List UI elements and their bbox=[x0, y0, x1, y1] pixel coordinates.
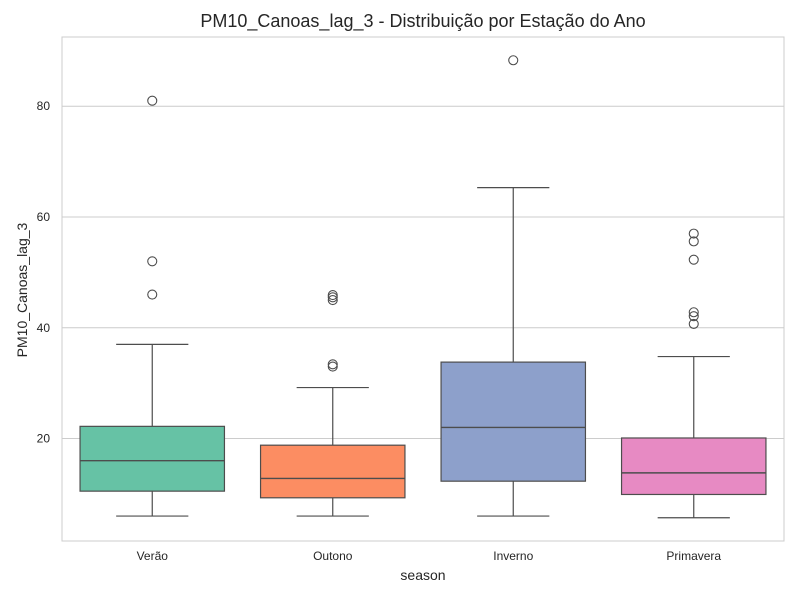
outlier-point bbox=[688, 228, 699, 239]
chart-title: PM10_Canoas_lag_3 - Distribuição por Est… bbox=[200, 11, 646, 31]
outlier-point bbox=[688, 307, 699, 318]
y-tick-labels: 20 40 60 80 bbox=[37, 99, 51, 445]
box bbox=[620, 437, 767, 496]
box-group bbox=[620, 228, 767, 519]
outlier-point bbox=[147, 289, 158, 300]
outlier-point bbox=[688, 318, 699, 329]
x-tick-label: Verão bbox=[137, 549, 169, 563]
outlier-point bbox=[688, 236, 699, 247]
box-group bbox=[79, 95, 226, 517]
outlier-point bbox=[327, 295, 338, 306]
x-tick-label: Primavera bbox=[666, 549, 721, 563]
outlier-point bbox=[327, 359, 338, 370]
x-tick-labels: Verão Outono Inverno Primavera bbox=[137, 549, 722, 563]
x-tick-label: Outono bbox=[313, 549, 353, 563]
y-tick-label: 60 bbox=[37, 210, 51, 224]
box bbox=[259, 444, 406, 499]
box-group bbox=[440, 55, 587, 517]
y-tick-label: 80 bbox=[37, 99, 51, 113]
box bbox=[79, 425, 226, 492]
outlier-point bbox=[147, 256, 158, 267]
boxes-layer bbox=[79, 55, 767, 519]
box bbox=[440, 361, 587, 482]
outlier-point bbox=[327, 290, 338, 301]
y-tick-label: 20 bbox=[37, 432, 51, 446]
y-axis-label: PM10_Canoas_lag_3 bbox=[14, 222, 30, 358]
outlier-point bbox=[688, 311, 699, 322]
box-group bbox=[259, 290, 406, 517]
outlier-point bbox=[688, 254, 699, 265]
outlier-point bbox=[508, 55, 519, 66]
y-tick-label: 40 bbox=[37, 321, 51, 335]
x-tick-label: Inverno bbox=[493, 549, 533, 563]
x-axis-label: season bbox=[400, 567, 446, 583]
outlier-point bbox=[147, 95, 158, 106]
